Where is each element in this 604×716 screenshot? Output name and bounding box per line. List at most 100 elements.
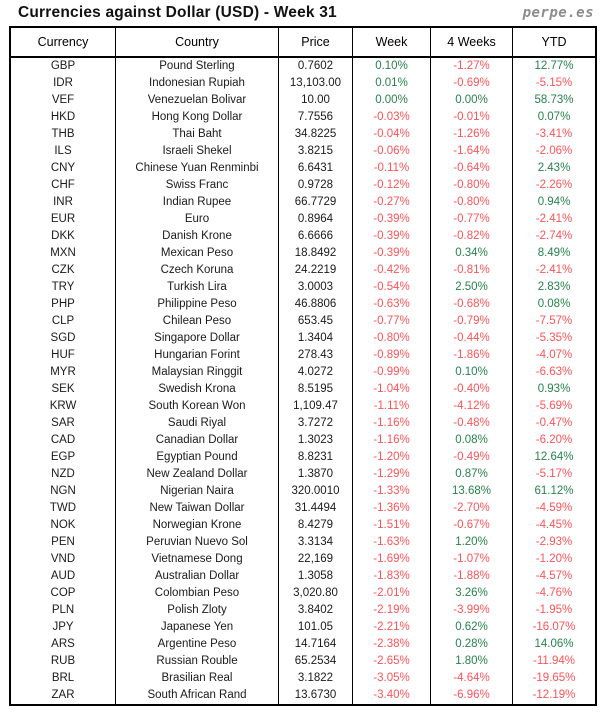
price-cell: 3.1822 — [279, 670, 353, 687]
four-weeks-change-cell: -0.64% — [431, 160, 513, 177]
four-weeks-change-cell: 0.08% — [431, 432, 513, 449]
four-weeks-change-cell: -0.81% — [431, 262, 513, 279]
currency-code-cell: BRL — [11, 670, 116, 687]
week-change-cell: -0.39% — [353, 245, 431, 262]
week-change-cell: -1.20% — [353, 449, 431, 466]
table-row: ZAR South African Rand 13.6730 -3.40% -6.96%… — [11, 687, 595, 704]
country-cell: Pound Sterling — [116, 58, 279, 75]
table-row: CHF Swiss Franc 0.9728 -0.12% -0.80% -2.26% — [11, 177, 595, 194]
week-change-cell: -0.89% — [353, 347, 431, 364]
week-change-cell: -1.16% — [353, 432, 431, 449]
country-cell: Egyptian Pound — [116, 449, 279, 466]
currency-code-cell: RUB — [11, 653, 116, 670]
column-header-currency: Currency — [11, 28, 116, 56]
table-row: JPY Japanese Yen 101.05 -2.21% 0.62% -16.07% — [11, 619, 595, 636]
week-change-cell: -0.39% — [353, 211, 431, 228]
country-cell: Vietnamese Dong — [116, 551, 279, 568]
table-row: CAD Canadian Dollar 1.3023 -1.16% 0.08% -6.20… — [11, 432, 595, 449]
week-change-cell: -2.65% — [353, 653, 431, 670]
table-row: RUB Russian Rouble 65.2534 -2.65% 1.80% -11.9… — [11, 653, 595, 670]
ytd-change-cell: -1.95% — [535, 604, 573, 616]
four-weeks-change-cell: -0.44% — [431, 330, 513, 347]
four-weeks-change-cell: -1.27% — [431, 58, 513, 75]
week-change-cell: -2.38% — [353, 636, 431, 653]
country-cell: Hong Kong Dollar — [116, 109, 279, 126]
table-row: SAR Saudi Riyal 3.7272 -1.16% -0.48% -0.47% — [11, 415, 595, 432]
column-header-4-weeks: 4 Weeks — [431, 28, 513, 56]
currency-code-cell: TRY — [11, 279, 116, 296]
ytd-change-cell: 12.77% — [534, 60, 574, 72]
currency-code-cell: INR — [11, 194, 116, 211]
price-cell: 8.5195 — [279, 381, 353, 398]
four-weeks-change-cell: -1.26% — [431, 126, 513, 143]
currency-code-cell: SGD — [11, 330, 116, 347]
table-row: DKK Danish Krone 6.6666 -0.39% -0.82% -2.74% — [11, 228, 595, 245]
country-cell: Norwegian Krone — [116, 517, 279, 534]
currency-code-cell: AUD — [11, 568, 116, 585]
four-weeks-change-cell: 0.62% — [431, 619, 513, 636]
week-change-cell: -0.03% — [353, 109, 431, 126]
country-cell: Hungarian Forint — [116, 347, 279, 364]
table-row: CNY Chinese Yuan Renminbi 6.6431 -0.11% -0.6… — [11, 160, 595, 177]
week-change-cell: -0.27% — [353, 194, 431, 211]
price-cell: 22,169 — [279, 551, 353, 568]
table-row: CLP Chilean Peso 653.45 -0.77% -0.79% -7.57% — [11, 313, 595, 330]
week-change-cell: -1.29% — [353, 466, 431, 483]
table-row: EUR Euro 0.8964 -0.39% -0.77% -2.41% — [11, 211, 595, 228]
ytd-change-cell: -2.74% — [535, 230, 573, 242]
week-change-cell: -3.05% — [353, 670, 431, 687]
ytd-change-cell: -5.15% — [535, 77, 573, 89]
week-change-cell: -3.40% — [353, 687, 431, 704]
country-cell: New Taiwan Dollar — [116, 500, 279, 517]
week-change-cell: -1.36% — [353, 500, 431, 517]
ytd-change-cell: 2.43% — [537, 162, 571, 174]
four-weeks-change-cell: -0.48% — [431, 415, 513, 432]
ytd-change-cell: -5.69% — [535, 400, 573, 412]
country-cell: Swedish Krona — [116, 381, 279, 398]
four-weeks-change-cell: -0.79% — [431, 313, 513, 330]
price-cell: 3,020.80 — [279, 585, 353, 602]
currency-code-cell: MXN — [11, 245, 116, 262]
currency-code-cell: PLN — [11, 602, 116, 619]
price-cell: 3.0003 — [279, 279, 353, 296]
four-weeks-change-cell: -1.07% — [431, 551, 513, 568]
table-row: VEF Venezuelan Bolivar 10.00 0.00% 0.00% 58.7… — [11, 92, 595, 109]
week-change-cell: -0.80% — [353, 330, 431, 347]
ytd-change-cell: -6.63% — [535, 366, 573, 378]
week-change-cell: 0.10% — [353, 58, 431, 75]
ytd-change-cell: -2.41% — [535, 264, 573, 276]
country-cell: Chilean Peso — [116, 313, 279, 330]
ytd-change-cell: -0.47% — [535, 417, 573, 429]
price-cell: 1.3023 — [279, 432, 353, 449]
price-cell: 1.3058 — [279, 568, 353, 585]
table-row: COP Colombian Peso 3,020.80 -2.01% 3.26% -4.7… — [11, 585, 595, 602]
ytd-change-cell: -12.19% — [532, 689, 576, 701]
price-cell: 0.8964 — [279, 211, 353, 228]
country-cell: Danish Krone — [116, 228, 279, 245]
ytd-change-cell: -4.45% — [535, 519, 573, 531]
country-cell: Canadian Dollar — [116, 432, 279, 449]
column-header-ytd: YTD — [541, 35, 567, 49]
price-cell: 3.8215 — [279, 143, 353, 160]
table-row: NOK Norwegian Krone 8.4279 -1.51% -0.67% -4.4… — [11, 517, 595, 534]
week-change-cell: -0.39% — [353, 228, 431, 245]
currency-code-cell: PEN — [11, 534, 116, 551]
price-cell: 8.4279 — [279, 517, 353, 534]
price-cell: 4.0272 — [279, 364, 353, 381]
price-cell: 7.7556 — [279, 109, 353, 126]
four-weeks-change-cell: -1.64% — [431, 143, 513, 160]
currency-code-cell: IDR — [11, 75, 116, 92]
country-cell: Nigerian Naira — [116, 483, 279, 500]
four-weeks-change-cell: 0.10% — [431, 364, 513, 381]
currency-code-cell: ZAR — [11, 687, 116, 704]
table-header-row: Currency Country Price Week 4 Weeks YTD — [11, 28, 595, 58]
price-cell: 653.45 — [279, 313, 353, 330]
currency-code-cell: ARS — [11, 636, 116, 653]
week-change-cell: -2.21% — [353, 619, 431, 636]
currency-code-cell: CLP — [11, 313, 116, 330]
price-cell: 6.6431 — [279, 160, 353, 177]
four-weeks-change-cell: 13.68% — [431, 483, 513, 500]
four-weeks-change-cell: 0.28% — [431, 636, 513, 653]
ytd-change-cell: -3.41% — [535, 128, 573, 140]
